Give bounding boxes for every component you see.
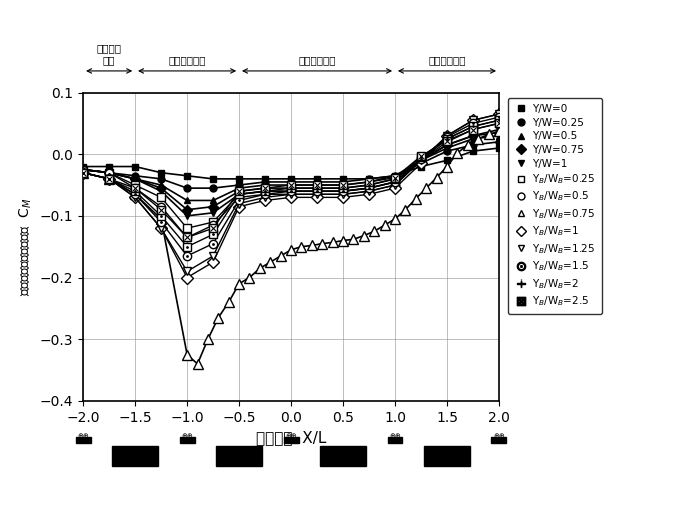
Text: ⊕⊕: ⊕⊕: [78, 433, 89, 439]
Bar: [179, 437, 195, 443]
Bar: [76, 437, 91, 443]
Bar: [283, 437, 299, 443]
Bar: [491, 437, 507, 443]
X-axis label: 前後間隔  X/L: 前後間隔 X/L: [256, 430, 326, 445]
Text: 追い抜き
終了: 追い抜き 終了: [96, 43, 122, 65]
Bar: [320, 446, 366, 466]
Y-axis label: 片揺れモーメント係数  C$_M$: 片揺れモーメント係数 C$_M$: [18, 197, 34, 296]
Text: ⊕⊕: ⊕⊕: [389, 433, 401, 439]
Bar: [112, 446, 158, 466]
Text: ⊕⊕: ⊕⊕: [182, 433, 193, 439]
Text: 追い抜き後期: 追い抜き後期: [168, 55, 206, 65]
Bar: [424, 446, 470, 466]
Bar: [387, 437, 403, 443]
Text: ⊕⊕: ⊕⊕: [286, 433, 297, 439]
Text: ⊕⊕: ⊕⊕: [493, 433, 505, 439]
Legend: Y/W=0, Y/W=0.25, Y/W=0.5, Y/W=0.75, Y/W=1, Y$_B$/W$_B$=0.25, Y$_B$/W$_B$=0.5, Y$: Y/W=0, Y/W=0.25, Y/W=0.5, Y/W=0.75, Y/W=…: [509, 98, 602, 315]
Text: 追い抜き途中: 追い抜き途中: [298, 55, 336, 65]
Bar: [216, 446, 262, 466]
Text: 追い抜き初期: 追い抜き初期: [428, 55, 466, 65]
